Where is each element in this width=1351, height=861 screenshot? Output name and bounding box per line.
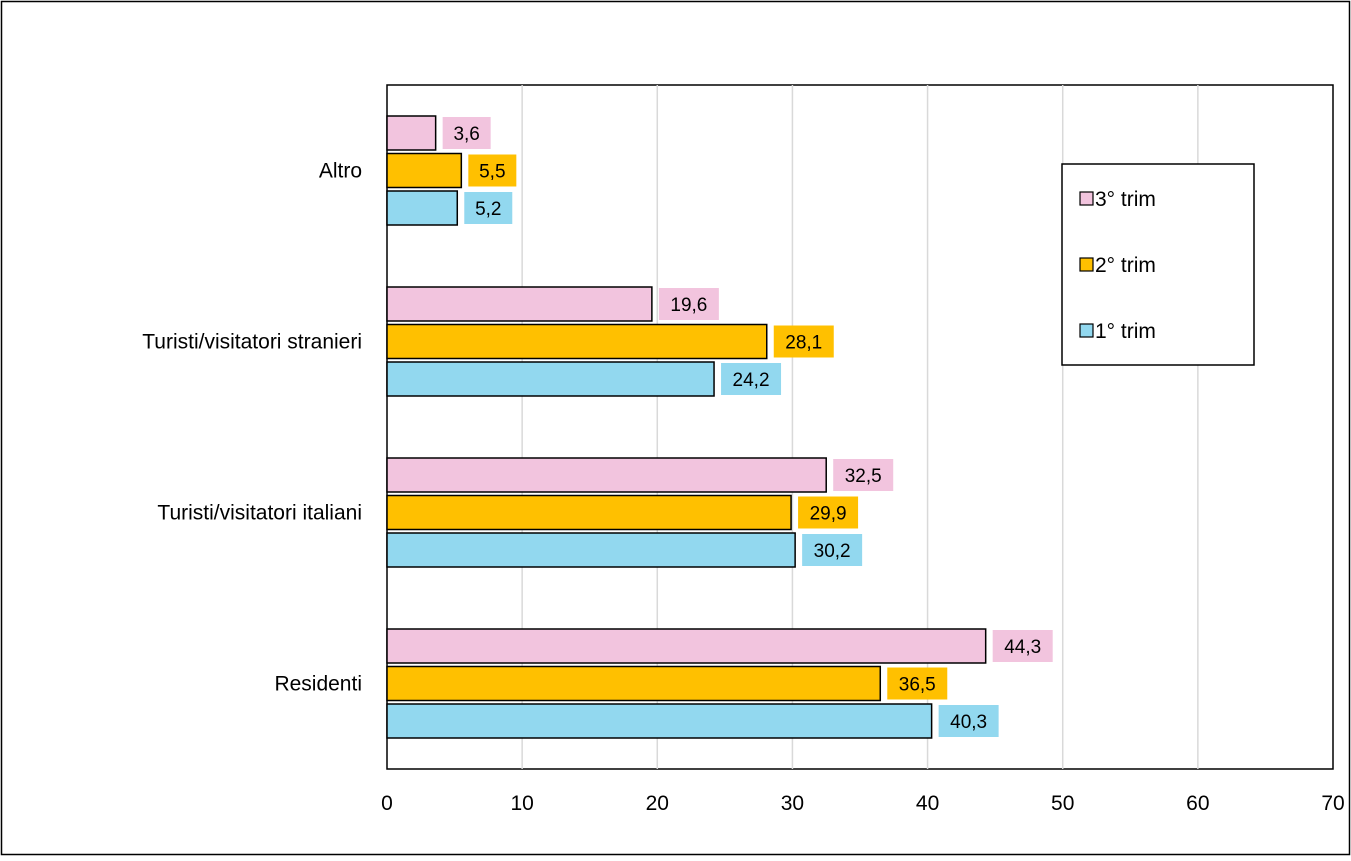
- data-label-background: [464, 192, 513, 224]
- category-label: Residenti: [274, 673, 362, 696]
- bar: [386, 152, 463, 189]
- data-label: 3,6: [453, 124, 479, 145]
- bar: [386, 457, 827, 493]
- data-label-background: [992, 630, 1053, 662]
- bar: [386, 532, 796, 568]
- data-label-background: [887, 667, 948, 700]
- legend: 3° trim 2° trim 1° trim: [1061, 163, 1255, 366]
- legend-swatch: [1079, 191, 1094, 206]
- bar: [386, 628, 987, 664]
- legend-swatch: [1079, 257, 1094, 272]
- x-tick-label: 20: [646, 792, 669, 815]
- bar: [386, 190, 459, 226]
- data-label: 5,5: [479, 162, 505, 183]
- data-label-background: [802, 534, 863, 566]
- data-label-background: [721, 363, 782, 395]
- data-label: 44,3: [1004, 637, 1041, 658]
- category-label: Altro: [319, 160, 362, 183]
- legend-label: 1° trim: [1095, 320, 1156, 343]
- data-label: 29,9: [810, 504, 847, 525]
- data-label-background: [773, 325, 834, 358]
- bar: [386, 703, 933, 739]
- data-label: 19,6: [670, 295, 707, 316]
- category-label: Turisti/visitatori stranieri: [142, 331, 362, 354]
- bar: [386, 665, 882, 702]
- data-label-background: [833, 459, 894, 491]
- data-label: 36,5: [899, 675, 936, 696]
- value-axis: 0 10 20 30 40 50 60 70: [381, 792, 1345, 815]
- category-axis: Altro Turisti/visitatori stranieri Turisti…: [142, 160, 362, 696]
- legend-label: 2° trim: [1095, 254, 1156, 277]
- data-label-background: [442, 117, 491, 149]
- x-tick-label: 0: [381, 792, 393, 815]
- data-label-background: [938, 705, 999, 737]
- bars: [386, 115, 987, 739]
- bar: [386, 286, 653, 322]
- bar: [386, 115, 437, 151]
- category-label: Turisti/visitatori italiani: [157, 502, 362, 525]
- data-label-background: [798, 496, 859, 529]
- x-tick-label: 10: [510, 792, 533, 815]
- data-label-background: [658, 288, 719, 320]
- x-tick-label: 70: [1321, 792, 1344, 815]
- x-tick-label: 60: [1186, 792, 1209, 815]
- legend-swatch: [1079, 323, 1094, 338]
- data-labels: 3,65,5 5,2 19,6 28,1 24,2 32,5 29,9 30,2 44,3 36,…: [442, 117, 1053, 737]
- data-label-background: [468, 154, 517, 187]
- data-label: 30,2: [814, 541, 851, 562]
- data-label: 28,1: [785, 333, 822, 354]
- data-label: 5,2: [475, 199, 501, 220]
- x-tick-label: 40: [916, 792, 939, 815]
- data-label: 24,2: [733, 370, 770, 391]
- legend-box: [1061, 163, 1255, 366]
- x-tick-label: 50: [1051, 792, 1074, 815]
- bar: [386, 361, 715, 397]
- legend-label: 3° trim: [1095, 188, 1156, 211]
- bar: [386, 323, 768, 360]
- data-label: 32,5: [845, 466, 882, 487]
- plot-area-border: [386, 84, 1334, 770]
- data-label: 40,3: [950, 712, 987, 733]
- bar: [386, 494, 792, 531]
- x-tick-label: 30: [781, 792, 804, 815]
